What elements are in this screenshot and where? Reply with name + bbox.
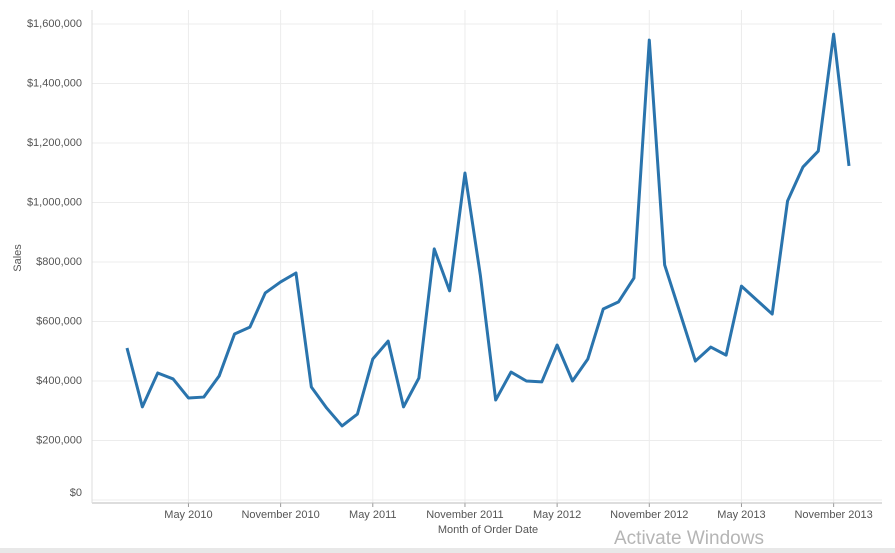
y-tick-label: $1,600,000: [27, 18, 82, 30]
x-tick-label: May 2010: [164, 509, 212, 521]
y-tick-label: $1,400,000: [27, 77, 82, 89]
x-tick-label: May 2012: [533, 509, 581, 521]
x-tick-label: November 2012: [610, 509, 688, 521]
y-tick-label: $1,000,000: [27, 196, 82, 208]
y-tick-label: $600,000: [36, 315, 82, 327]
taskbar-edge: [0, 548, 895, 553]
x-tick-label: May 2013: [717, 509, 765, 521]
line: [125, 32, 851, 428]
x-tick-label: November 2010: [241, 509, 319, 521]
x-tick-label: November 2011: [426, 509, 503, 521]
y-tick-label: $400,000: [36, 375, 82, 387]
watermark: Activate Windows: [614, 528, 764, 549]
x-tick-label: May 2011: [349, 509, 397, 521]
y-tick-label: $0: [70, 487, 82, 499]
x-tick-label: November 2013: [794, 509, 872, 521]
y-tick-label: $1,200,000: [27, 137, 82, 149]
x-axis-title: Month of Order Date: [438, 524, 538, 536]
y-tick-label: $800,000: [36, 256, 82, 268]
y-tick-label: $200,000: [36, 434, 82, 446]
y-axis-title: Sales: [12, 244, 24, 272]
